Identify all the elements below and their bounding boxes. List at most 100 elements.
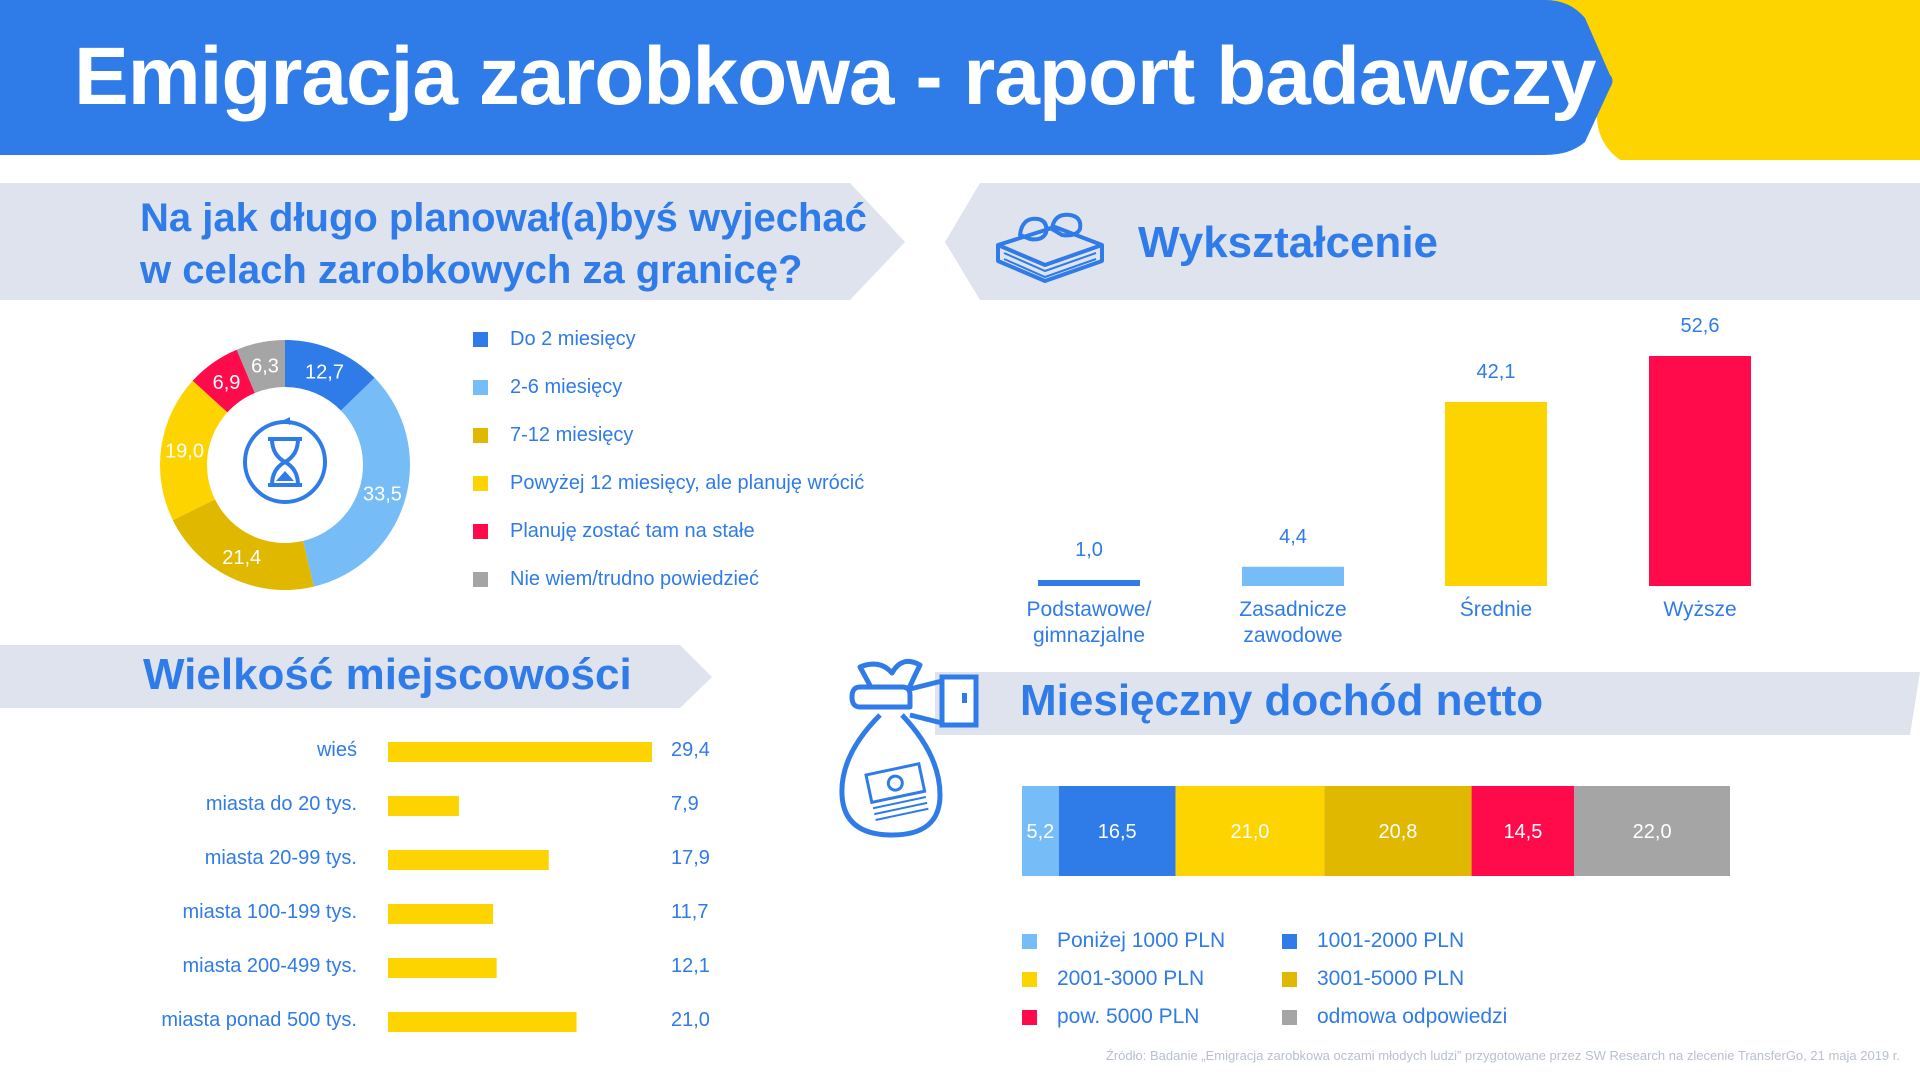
education-bar-chart: 1,0 4,4 42,1 52,6 [1038,315,1751,586]
duration-title: Na jak długo planował(a)byś wyjechać w c… [140,192,867,296]
education-value-label: 52,6 [1681,315,1720,337]
legend-item: Poniżej 1000 PLN [1022,929,1225,953]
legend-swatch [1282,971,1297,987]
income-segment [1471,786,1575,876]
education-value-label: 42,1 [1477,361,1516,383]
donut-slice [159,380,228,521]
income-segment [1058,786,1176,876]
legend-item: Powyżej 12 miesięcy, ale planuję wrócić [473,472,864,495]
legend-swatch [473,572,488,587]
income-segment-label: 14,5 [1503,821,1542,843]
hourglass-icon [243,417,327,504]
donut-slice [285,340,375,411]
legend-label: 2-6 miesięcy [510,376,623,398]
education-value-label: 1,0 [1075,539,1103,561]
donut-slice-label: 6,3 [251,355,279,377]
town-size-category-label: miasta ponad 500 tys. [161,1009,357,1031]
town-size-category-label: miasta 200-499 tys. [182,955,357,977]
income-segment [1175,786,1325,876]
legend-swatch [1022,971,1037,987]
legend-item: 2-6 miesięcy [473,376,622,399]
town-size-bar-chart [388,742,652,1032]
town-size-bar [388,742,652,762]
town-size-category-label: miasta 20-99 tys. [204,847,357,869]
education-category-label: Podstawowe/ gimnazjalne [1026,598,1152,647]
town-size-bar [388,796,459,816]
donut-slice-label: 19,0 [165,441,204,463]
legend-label: Poniżej 1000 PLN [1057,929,1226,952]
donut-slice-label: 12,7 [305,362,344,384]
income-title: Miesięczny dochód netto [1020,676,1544,725]
town-size-value-label: 21,0 [671,1009,710,1031]
education-bar [1649,356,1751,586]
education-value-label: 4,4 [1279,526,1307,548]
education-category-label: Wyższe [1663,598,1737,621]
income-segment-label: 20,8 [1378,821,1417,843]
legend-label: Nie wiem/trudno powiedzieć [510,568,760,590]
town-size-value-label: 29,4 [671,739,710,761]
page-title: Emigracja zarobkowa - raport badawczy [74,31,1596,122]
legend-swatch [1022,933,1037,949]
legend-label: 7-12 miesięcy [510,424,634,446]
education-bar [1242,566,1344,586]
source-footnote: Źródło: Badanie „Emigracja zarobkowa ocz… [1105,1048,1900,1063]
books-glasses-icon [996,212,1104,283]
town-size-category-label: miasta do 20 tys. [205,793,357,815]
legend-item: 2001-3000 PLN [1022,967,1204,991]
legend-item: 7-12 miesięcy [473,424,633,447]
donut-slice [236,340,285,394]
income-segment-label: 16,5 [1098,821,1137,843]
town-size-value-label: 17,9 [671,847,710,869]
duration-donut-chart: 12,7 33,5 21,4 19,0 6,9 6,3 [159,340,410,590]
donut-slice-label: 21,4 [222,547,261,569]
legend-label: odmowa odpowiedzi [1317,1005,1508,1028]
town-size-bar [388,1012,577,1032]
legend-item: Planuję zostać tam na stałe [473,520,755,543]
town-size-value-label: 11,7 [671,901,709,923]
donut-slice [192,349,255,413]
income-segment [1324,786,1472,876]
education-category-label: Średnie [1459,598,1533,621]
legend-item: Do 2 miesięcy [473,328,636,351]
legend-item: Nie wiem/trudno powiedzieć [473,568,759,591]
legend-swatch [473,428,488,443]
legend-swatch [473,476,488,491]
education-bar [1445,401,1547,586]
town-size-title: Wielkość miejscowości [143,650,632,699]
town-size-bar [388,850,549,870]
legend-swatch [473,380,488,395]
legend-item: 3001-5000 PLN [1282,967,1464,991]
duration-title-line1: Na jak długo planował(a)byś wyjechać [140,196,867,240]
legend-label: 3001-5000 PLN [1317,967,1465,990]
income-segment-label: 21,0 [1231,821,1270,843]
legend-swatch [473,332,488,347]
town-size-value-label: 7,9 [671,793,699,815]
legend-label: Powyżej 12 miesięcy, ale planuję wrócić [510,472,865,494]
town-size-category-label: miasta 100-199 tys. [182,901,357,923]
donut-slice [303,377,410,587]
education-category-label: Zasadnicze zawodowe [1239,598,1347,647]
legend-label: 1001-2000 PLN [1317,929,1465,952]
legend-label: 2001-3000 PLN [1057,967,1205,990]
donut-slice-label: 33,5 [363,483,402,505]
legend-item: odmowa odpowiedzi [1282,1005,1507,1029]
legend-swatch [1282,1009,1297,1025]
town-size-category-label: wieś [316,739,357,761]
education-title: Wykształcenie [1138,218,1439,267]
legend-swatch [1022,1009,1037,1025]
legend-item: pow. 5000 PLN [1022,1005,1199,1029]
legend-swatch [473,524,488,539]
income-segment [1022,786,1059,876]
town-size-value-label: 12,1 [671,955,710,977]
education-bar [1038,580,1140,586]
money-bag-hand-icon [839,658,979,838]
legend-label: pow. 5000 PLN [1057,1005,1200,1028]
legend-swatch [1282,933,1297,949]
legend-label: Do 2 miesięcy [510,328,636,350]
income-stacked-bar-chart: 5,2 16,5 21,0 20,8 14,5 22,0 [1022,786,1730,876]
donut-slice [172,499,314,590]
header-banner [0,0,1920,160]
duration-title-line2: w celach zarobkowych za granicę? [140,248,803,292]
income-segment-label: 22,0 [1633,821,1672,843]
